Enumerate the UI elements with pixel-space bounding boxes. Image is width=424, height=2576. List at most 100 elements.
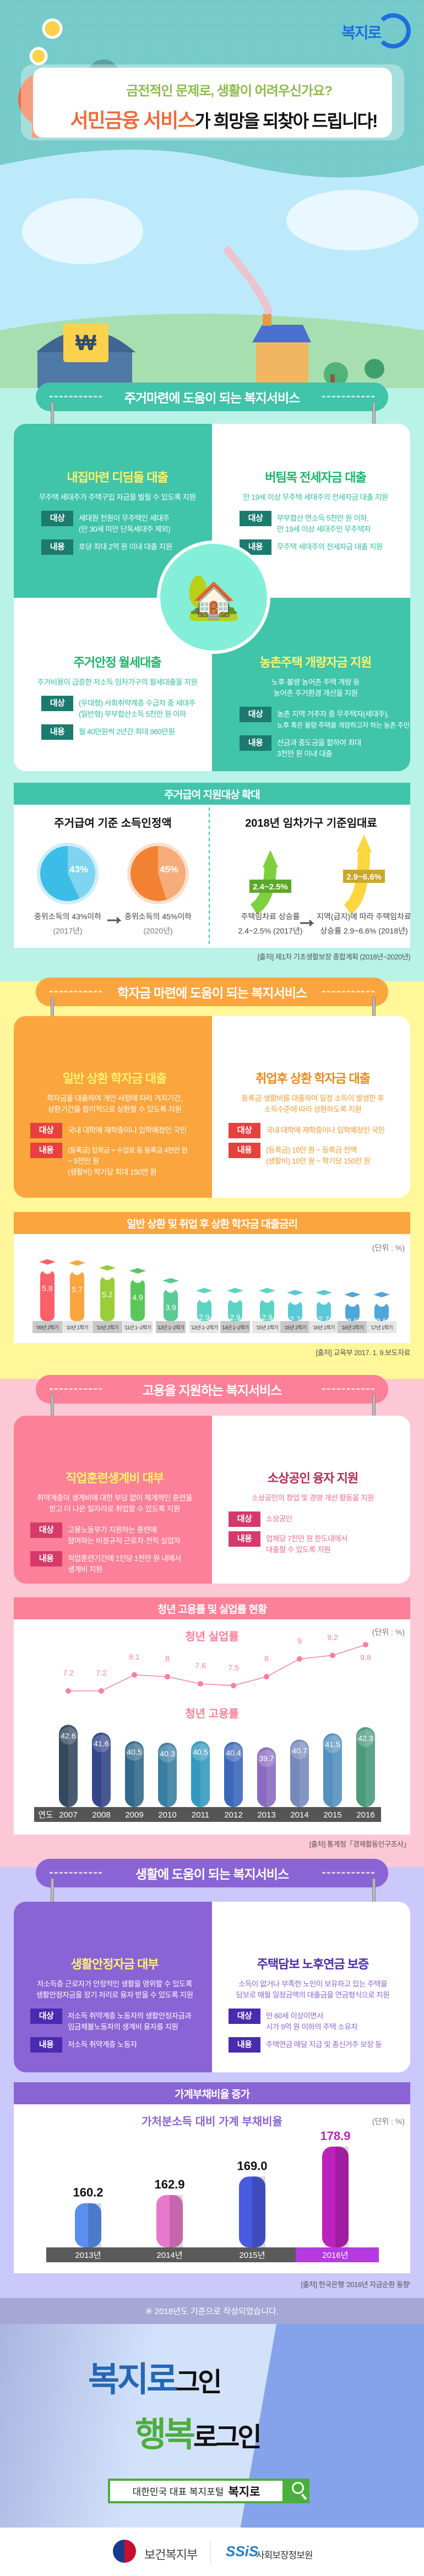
- pie-caption: 중위소득의 45%이하: [124, 912, 192, 921]
- bar-shade: [267, 1747, 276, 1807]
- category-cell: [338, 1321, 367, 1333]
- card-title: 버팀목 전세자금 대출: [265, 471, 366, 484]
- card-row-content: 내용 주택연금 매달 지급 및 종신거주 보장 등: [223, 2037, 403, 2053]
- category-cell: [213, 2247, 296, 2262]
- point-label: 9.2: [327, 1633, 338, 1641]
- section-banner-housing: 주거마련에 도움이 되는 복지서비스: [32, 379, 392, 415]
- bar-shade: [68, 1724, 78, 1807]
- line-point: [231, 1683, 236, 1689]
- line-point: [264, 1674, 269, 1680]
- bar-graduate-body: [260, 1298, 274, 1321]
- bar-value-label: 42.3: [358, 1734, 373, 1743]
- row-text: 저소득 취약계층 노동자: [68, 2040, 137, 2049]
- employment-bar: [356, 1727, 375, 1807]
- row-text: 무주택 세대주의 전세자금 대출 지원: [277, 543, 383, 551]
- bar-value-label: 40.4: [226, 1749, 241, 1758]
- bar-shade: [300, 1739, 309, 1807]
- card-title: 취업후 상환 학자금 대출: [256, 1072, 371, 1085]
- category-cell: [367, 1321, 396, 1333]
- grad-cap-icon: [162, 1278, 179, 1284]
- section-banner-title: 고용을 지원하는 복지서비스: [142, 1383, 282, 1398]
- bar-graduate-head: [319, 1295, 329, 1305]
- employment-bar: [158, 1742, 177, 1807]
- tag-content: 내용: [240, 735, 271, 751]
- chart-title: 주거급여 기준 소득인정액: [54, 817, 172, 829]
- brand-logo[interactable]: 복지로: [341, 13, 411, 48]
- card-row-target: 대상 국내 대학에 재학중이나 입학예정인 국민: [223, 1123, 403, 1138]
- row-text: 업체당 7천만 원 한도내에서 대출할 수 있도록 지원: [266, 1535, 347, 1554]
- ssis-name: 사회보장정보원: [256, 2550, 313, 2561]
- bar-value-badge: [126, 1743, 143, 1761]
- card-description: 등록금·생활비를 대출하여 일정 소득이 발생한 후 소득수준에 따라 상환하도록…: [241, 1094, 384, 1114]
- grad-cap-icon: [287, 1290, 303, 1296]
- search-input[interactable]: 대한민국 대표 복지포털 복지로: [110, 2481, 282, 2501]
- grad-cap-icon: [69, 1260, 85, 1266]
- rise-label-bg: [343, 870, 385, 883]
- row-text: 고용노동부가 지원하는 훈련에 참여하는 비정규직 근로자·전직 실업자: [68, 1526, 181, 1545]
- house-in-hand-icon: 🏡: [157, 541, 270, 654]
- promo-line-1: 복지로그인: [88, 2361, 222, 2399]
- banner-dots: [322, 991, 374, 992]
- bar-graduate-body: [131, 1279, 145, 1321]
- card-title: 소상공인 융자 지원: [267, 1471, 358, 1485]
- tag-target: 대상: [240, 706, 271, 722]
- category-label: 2013년: [75, 2251, 101, 2260]
- card-row-target: 대상 소상공인: [223, 1511, 403, 1527]
- row-text: (등록금) 10만 원 ~ 등록금 전액 (생활비) 10만 원 ~ 학기당 15…: [266, 1146, 371, 1165]
- rise-label-bg: [249, 880, 291, 893]
- chart-title: 가처분소득 대비 가계 부채비율: [142, 2115, 282, 2128]
- grad-cap-icon: [39, 1259, 56, 1265]
- tag-target: 대상: [229, 1123, 260, 1138]
- category-cell: [156, 1321, 186, 1333]
- pie-slice-rest: [131, 846, 186, 901]
- note-text: ※ 2018년도 기준으로 작성되었습니다.: [145, 2307, 279, 2316]
- search-icon[interactable]: [292, 2482, 304, 2494]
- service-card: 일반 상환 학자금 대출 학자금을 대출하여 개인 사정에 따라 거치기간, 상환기…: [14, 1016, 212, 1198]
- bar-value-badge: [324, 1735, 341, 1754]
- category-label: '14년 1~2학기: [221, 1325, 249, 1330]
- chart-header-loan-rates: 일반 상환 및 취업 후 상환 학자금 대출금리: [14, 1212, 410, 1234]
- unit-label: (단위 : %): [372, 1628, 405, 1636]
- card-description: 학자금을 대출하여 개인 사정에 따라 거치기간, 상환기간을 합리적으로 상환할…: [47, 1094, 182, 1114]
- bar-value-label: 162.9: [154, 2177, 184, 2191]
- bar-value-label: 5.7: [72, 1285, 83, 1294]
- bar-graduate-body: [345, 1303, 360, 1321]
- card-row-target: 대상 농촌 지역 거주자 중 무주택자(세대주), 노후 혹은 불량 주택을 개량하…: [229, 706, 410, 731]
- chart-area: 청년 실업률 (단위 : %) 7.2 7.2 8.1 8 7.6 7.5 8 9 9.2 9.8 청년…: [14, 1619, 410, 1835]
- bar-graduate-body: [197, 1298, 211, 1321]
- line-point: [198, 1681, 203, 1687]
- card-row-target: 대상 국내 대학에 재학중이나 입학예정인 국민: [25, 1123, 204, 1138]
- arrow-icon: [107, 916, 122, 924]
- bar-value-badge: [291, 1742, 308, 1760]
- bar-value-label: 40.5: [193, 1748, 208, 1756]
- employment-bar: [290, 1739, 309, 1807]
- bar-graduate-body: [70, 1271, 84, 1321]
- bar-value-badge: [225, 1744, 242, 1762]
- card-row-content: 내용 선금과 중도금을 합하여 최대 3천만 원 이내 대출: [229, 735, 403, 760]
- grad-cap-icon: [129, 1268, 146, 1274]
- employment-bar: [59, 1724, 78, 1807]
- row-text: 월 40만원씩 2년간 최대 960만원: [79, 727, 175, 736]
- rise-caption: 지역(급지)에 따라 주택임차료: [317, 912, 410, 921]
- pie-label: 43%: [69, 864, 88, 875]
- row-text: 저소득 취약계층 노동자의 생활안정자금과 임금체불노동자의 생계비 융자를 지원: [68, 2012, 192, 2031]
- line-point: [165, 1674, 170, 1680]
- logo-arc: [376, 13, 411, 48]
- grad-cap-icon: [99, 1265, 116, 1271]
- bar-value-label: 39.7: [259, 1754, 274, 1762]
- card-row-target: 대상 만 60세 이상이면서 시가 9억 원 이하의 주택 소유자: [223, 2009, 403, 2033]
- point-label: 9: [297, 1636, 302, 1645]
- unit-label: (단위 : %): [372, 2117, 405, 2126]
- rise-arrow-bar: [344, 850, 370, 915]
- year-label: 2013: [257, 1810, 275, 1820]
- bar-value-label: 178.9: [320, 2129, 350, 2143]
- category-cell: [280, 1321, 310, 1333]
- card-row-content: 내용 무주택 세대주의 전세자금 대출 지원: [229, 539, 403, 555]
- employment-bar: [191, 1741, 210, 1807]
- tag-content: 내용: [30, 1551, 62, 1567]
- bar-graduate-body: [228, 1298, 242, 1321]
- bar-value-label: 160.2: [73, 2186, 103, 2200]
- line-chart-title: 청년 실업률: [185, 1630, 239, 1643]
- tag-content: 내용: [30, 2037, 62, 2053]
- search-box[interactable]: 대한민국 대표 복지포털 복지로: [108, 2479, 309, 2503]
